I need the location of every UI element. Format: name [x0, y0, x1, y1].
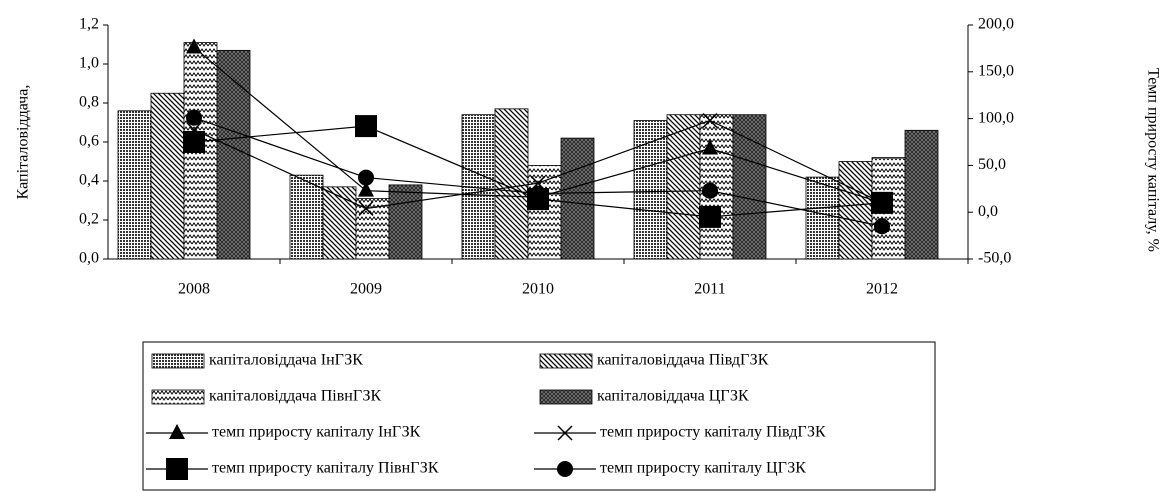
y2-tick-label: -50,0	[978, 250, 1011, 267]
bar	[388, 184, 423, 260]
bar	[289, 174, 324, 260]
bar	[494, 108, 529, 260]
legend-label: капіталовіддача ПівнГЗК	[209, 388, 382, 405]
legend-item: капіталовіддача ПівдГЗК	[539, 352, 769, 369]
legend-item: капіталовіддача ЦГЗК	[539, 388, 749, 405]
legend-item: капіталовіддача ПівнГЗК	[151, 388, 382, 405]
x-tick-label: 2011	[694, 281, 725, 298]
bar	[904, 129, 939, 260]
y2-axis-label: Темп приросту капіталу, %	[1144, 68, 1161, 252]
legend-swatch	[539, 353, 593, 369]
marker-triangle	[186, 38, 202, 54]
y2-tick-label: 150,0	[978, 62, 1014, 79]
marker-circle	[358, 169, 374, 186]
legend-swatch	[539, 389, 593, 405]
legend-item: темп приросту капіталу ІнГЗК	[146, 424, 421, 441]
legend-item: темп приросту капіталу ПівдГЗК	[534, 424, 826, 441]
x-tick-label: 2009	[350, 281, 382, 298]
x-tick-label: 2008	[178, 281, 210, 298]
marker-x	[702, 112, 718, 129]
marker-x	[358, 200, 374, 216]
marker-circle	[557, 461, 573, 477]
bar	[150, 92, 185, 260]
y-tick-label: 0,4	[79, 172, 99, 189]
marker-circle	[530, 185, 546, 202]
marker-square	[183, 131, 205, 153]
bar	[560, 137, 595, 260]
legend-label: капіталовіддача ЦГЗК	[597, 388, 749, 405]
y2-tick-label: 50,0	[978, 156, 1006, 173]
marker-circle	[874, 218, 890, 235]
x-tick-label: 2012	[866, 281, 898, 298]
legend-swatch	[151, 353, 205, 369]
marker-square	[871, 191, 893, 214]
bar	[216, 49, 251, 260]
y2-tick-label: 0,0	[978, 203, 998, 220]
bar	[355, 198, 390, 260]
marker-square	[699, 205, 721, 228]
marker-triangle	[169, 424, 185, 439]
y-tick-label: 1,2	[79, 16, 99, 33]
bar	[838, 161, 873, 260]
marker-triangle	[358, 181, 374, 197]
marker-circle	[702, 182, 718, 199]
bar	[732, 114, 767, 260]
y-tick-label: 1,0	[79, 55, 99, 72]
marker-square	[166, 458, 188, 480]
legend-label: темп приросту капіталу ЦГЗК	[600, 460, 806, 477]
bar	[666, 114, 701, 260]
legend-label: темп приросту капіталу ПівдГЗК	[600, 424, 826, 441]
legend-item: темп приросту капіталу ЦГЗК	[534, 460, 806, 477]
legend-swatch	[151, 389, 205, 405]
legend-item: капіталовіддача ІнГЗК	[151, 352, 363, 369]
y-tick-label: 0,8	[79, 94, 99, 111]
y-tick-label: 0,0	[79, 250, 99, 267]
bar	[117, 110, 152, 260]
y-tick-label: 0,6	[79, 133, 99, 150]
legend-label: темп приросту капіталу ПівнГЗК	[212, 460, 439, 477]
marker-triangle	[702, 139, 718, 155]
legend-label: капіталовіддача ПівдГЗК	[597, 352, 769, 369]
legend-label: темп приросту капіталу ІнГЗК	[212, 424, 421, 441]
bar	[527, 164, 562, 260]
y-axis-label: Капіталовіддача,	[15, 85, 32, 200]
bar	[805, 176, 840, 260]
legend-item: темп приросту капіталу ПівнГЗК	[146, 458, 439, 480]
legend-label: капіталовіддача ІнГЗК	[209, 352, 363, 369]
y-tick-label: 0,2	[79, 211, 99, 228]
bar	[633, 120, 668, 260]
bar	[322, 186, 357, 260]
x-tick-label: 2010	[522, 281, 554, 298]
y2-tick-label: 100,0	[978, 109, 1014, 126]
y2-tick-label: 200,0	[978, 16, 1014, 33]
marker-circle	[186, 109, 202, 126]
marker-x	[557, 425, 573, 441]
legend-box	[142, 341, 936, 491]
marker-square	[355, 115, 377, 138]
